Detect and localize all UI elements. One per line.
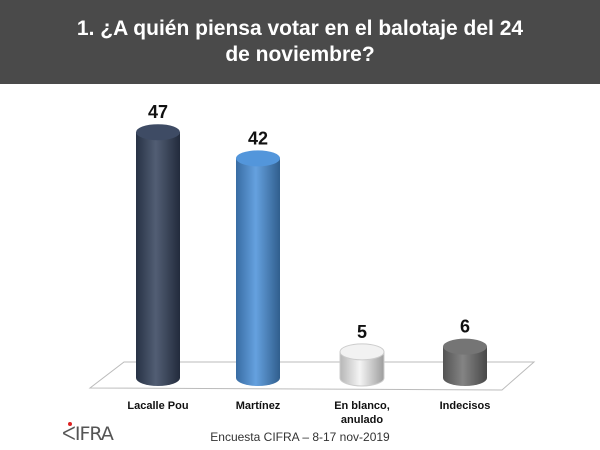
chart-title: 1. ¿A quién piensa votar en el balotaje … xyxy=(76,17,524,66)
category-label: Lacalle Pou xyxy=(127,400,188,412)
category-label: Indecisos xyxy=(440,400,491,412)
bar-top xyxy=(236,150,280,167)
title-bar: 1. ¿A quién piensa votar en el balotaje … xyxy=(0,0,600,84)
chart-floor xyxy=(88,361,536,391)
data-label: 5 xyxy=(357,322,367,342)
cifra-logo: ᐸIFRA xyxy=(62,422,114,445)
data-label: 6 xyxy=(460,317,470,337)
bar xyxy=(339,351,385,387)
data-label: 42 xyxy=(248,128,268,148)
category-label: En blanco, xyxy=(334,400,390,412)
bar xyxy=(443,346,487,386)
bar xyxy=(136,132,180,386)
data-label: 47 xyxy=(148,102,168,122)
category-label: Martínez xyxy=(236,400,281,412)
bar-top xyxy=(136,124,180,141)
category-label: anulado xyxy=(341,414,383,426)
bar-top xyxy=(443,338,487,355)
bar xyxy=(236,158,280,386)
bar-top xyxy=(339,343,385,361)
source-note: Encuesta CIFRA – 8-17 nov-2019 xyxy=(210,430,390,444)
